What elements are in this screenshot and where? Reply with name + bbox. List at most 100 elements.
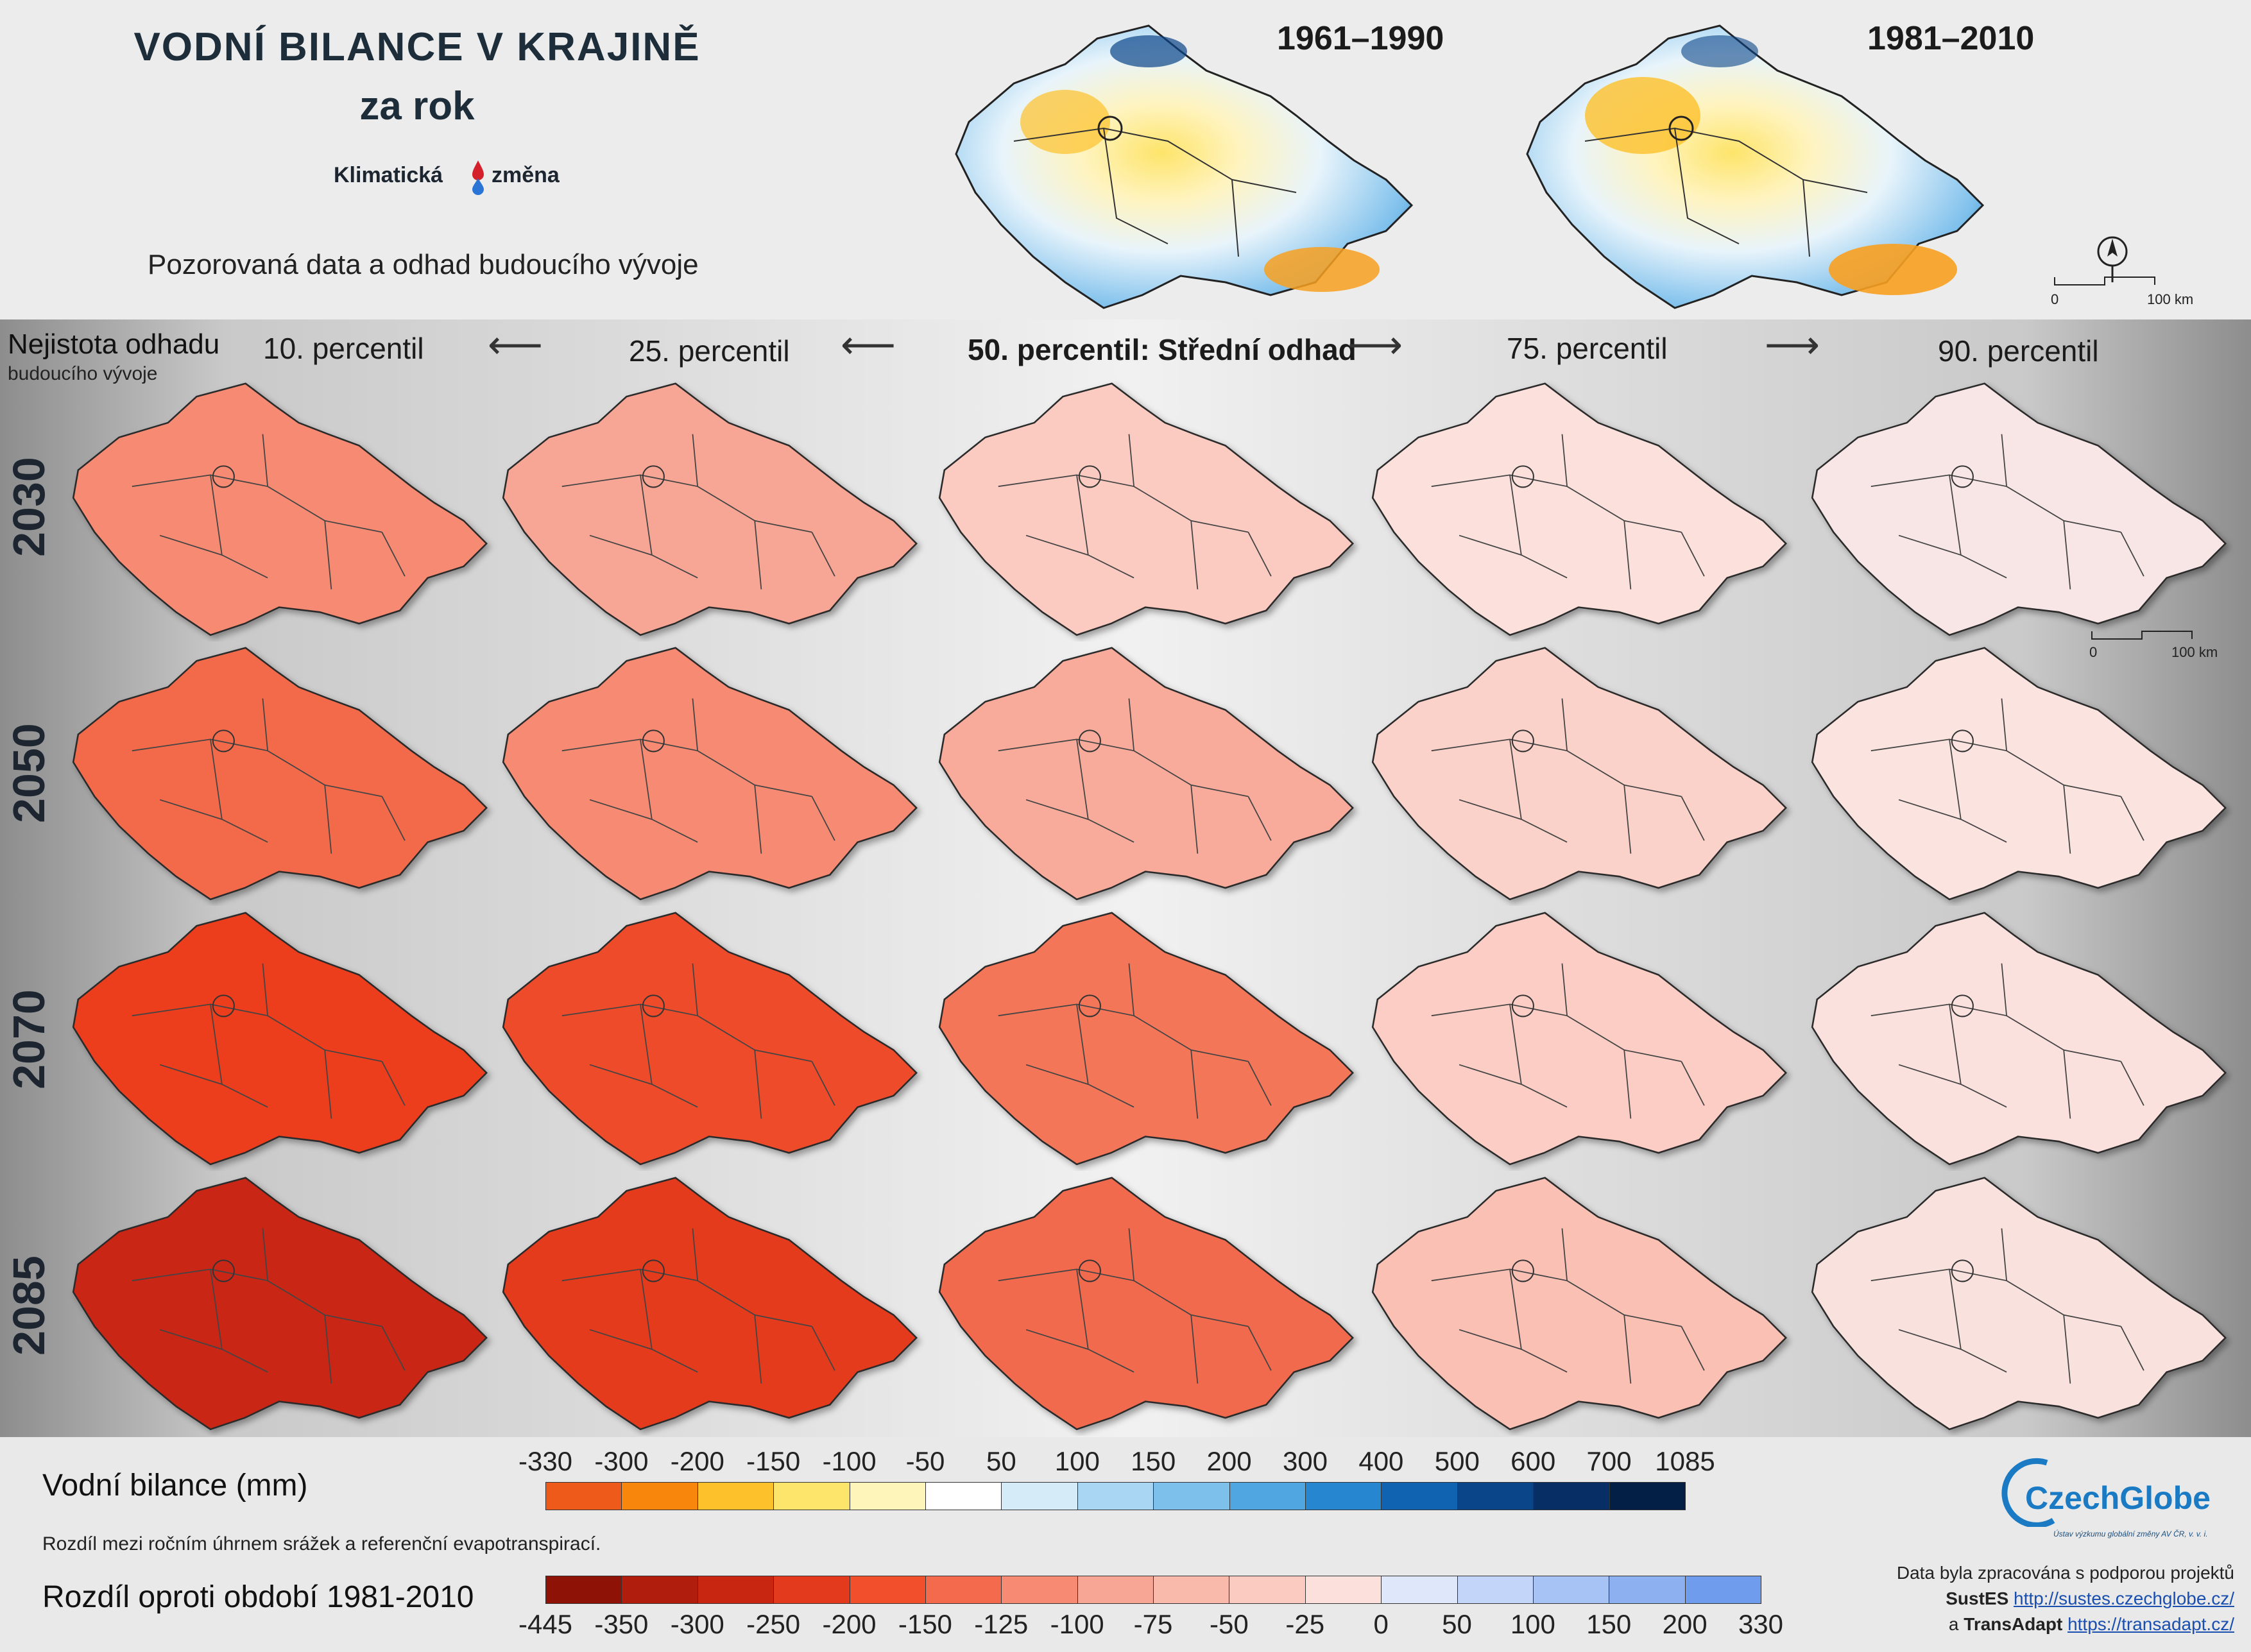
czechglobe-logo-subtext: Ústav výzkumu globální změny AV ČR, v. v… [2053,1529,2208,1538]
prague-outline [1511,465,1534,488]
prague-outline [1511,729,1534,753]
map-outline [938,912,1354,1166]
czechglobe-logo-text: CzechGlobe [2025,1480,2211,1516]
legend-bottom-tick: 0 [1373,1609,1389,1639]
prague-outline [1951,465,1974,488]
projection-map-2030-col4 [1371,382,1787,636]
legend-bottom-swatch [773,1576,850,1604]
page-title: VODNÍ BILANCE V KRAJINĚ [133,25,701,69]
legend-bottom-swatch [849,1576,926,1604]
prague-outline [642,1259,665,1282]
brand-right: změna [492,163,560,187]
legend-bottom-swatch [1457,1576,1534,1604]
region-borders [998,698,1272,854]
legend-panel [0,1437,2251,1652]
region-borders [132,698,406,854]
brand-drop-icon [470,159,486,195]
region-borders [998,434,1272,590]
grid-scale-km: 100 km [2171,644,2218,660]
legend-bottom-tick: -150 [898,1609,952,1639]
legend-bottom-swatch [1001,1576,1078,1604]
legend-bottom-tick: -125 [974,1609,1029,1639]
prague-outline [1511,1259,1534,1282]
prague-outline [642,994,665,1018]
region-borders [1870,1228,2144,1384]
region-borders [561,963,835,1119]
legend-top-tick: 300 [1282,1446,1328,1476]
credits-project-1: SustES http://sustes.czechglobe.cz/ [1946,1588,2234,1609]
map-outline [1811,1177,2227,1431]
legend-bottom-swatch [1609,1576,1686,1604]
legend-top-swatch [1533,1482,1610,1510]
legend-bottom-title: Rozdíl oproti období 1981-2010 [42,1580,474,1614]
legend-top-tick: 200 [1206,1446,1252,1476]
legend-top-tick: 50 [986,1446,1016,1476]
arrow-right-icon: ⟶ [1348,323,1403,366]
obs-map-1961-1990 [955,24,1414,309]
legend-top-swatch [925,1482,1002,1510]
map-outline [502,1177,918,1431]
legend-bottom-tick: 330 [1738,1609,1784,1639]
col-header-p75: 75. percentil [1507,332,1668,365]
legend-bottom-swatch [1684,1576,1761,1604]
legend-top-swatch [697,1482,775,1510]
legend-top-title: Vodní bilance (mm) [42,1469,308,1503]
projection-map-2050-col3 [938,647,1354,901]
projection-map-2050-col1 [72,647,488,901]
legend-top-swatch [1153,1482,1230,1510]
region-borders [561,1228,835,1384]
legend-top-tick: 700 [1586,1446,1632,1476]
credits-project-2: a TransAdapt https://transadapt.cz/ [1949,1614,2234,1635]
legend-top-tick: 500 [1434,1446,1480,1476]
col-header-p10: 10. percentil [263,332,424,365]
prague-outline [1951,729,1974,753]
projection-map-2050-col4 [1371,647,1787,901]
map-outline [938,1177,1354,1431]
col-header-p25: 25. percentil [629,334,790,368]
legend-bottom-swatch [1381,1576,1458,1604]
map-outline [1371,382,1787,636]
legend-bottom-swatch [1153,1576,1230,1604]
legend-top-tick: 100 [1054,1446,1100,1476]
credits-link-sustes[interactable]: http://sustes.czechglobe.cz/ [2014,1588,2234,1608]
credits-line: Data byla zpracována s podporou projektů [1896,1563,2234,1583]
map-outline [502,382,918,636]
map-outline [938,647,1354,901]
projection-map-2030-col2 [502,382,918,636]
header-scale-zero: 0 [2051,291,2059,307]
legend-bottom-swatch [545,1576,622,1604]
header-scale-km: 100 km [2147,291,2194,307]
legend-top-swatch [1381,1482,1458,1510]
arrow-left-icon: ⟵ [488,323,543,366]
prague-outline [1511,994,1534,1018]
legend-top-swatch [773,1482,850,1510]
region-borders [561,434,835,590]
legend-top-swatch [1001,1482,1078,1510]
brand-logo: Klimatická změna [334,159,590,198]
prague-outline [1078,994,1101,1018]
prague-outline [1951,1259,1974,1282]
prague-outline [1078,465,1101,488]
prague-outline [212,1259,235,1282]
prague-outline [1078,1259,1101,1282]
arrow-left-icon: ⟵ [841,323,896,366]
north-arrow-icon [2097,236,2128,282]
legend-top-tick: 1085 [1655,1446,1715,1476]
map-outline [72,1177,488,1431]
legend-bottom-tick: -100 [1050,1609,1104,1639]
credits-project-1-name: SustES [1946,1588,2009,1608]
legend-top-tick: 150 [1131,1446,1176,1476]
legend-bottom-swatch [925,1576,1002,1604]
legend-bottom-tick: -300 [670,1609,724,1639]
header-scale-bar [2054,277,2155,285]
projection-map-2085-col4 [1371,1177,1787,1431]
region-borders [1431,963,1705,1119]
brand-left: Klimatická [334,163,443,187]
credits-project-2-name: TransAdapt [1964,1614,2063,1634]
legend-bottom-tick: 50 [1442,1609,1472,1639]
legend-bottom-swatch [1229,1576,1306,1604]
legend-bottom-tick: -50 [1210,1609,1249,1639]
arrow-right-icon: ⟶ [1765,323,1820,366]
credits-link-transadapt[interactable]: https://transadapt.cz/ [2067,1614,2234,1634]
projection-map-grid [72,382,2227,1431]
